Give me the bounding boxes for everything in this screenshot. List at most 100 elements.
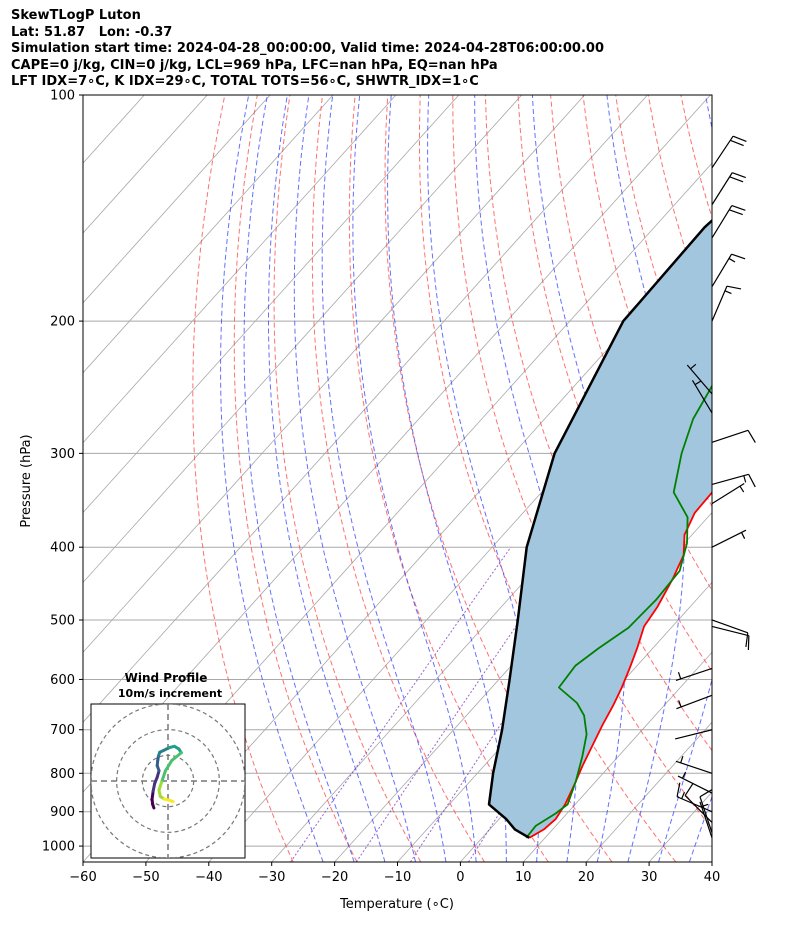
wind-barb-flag [745,632,749,648]
hodograph-segment [170,751,183,762]
wind-barb-shaft [711,482,745,505]
dewpoint-line [525,384,712,839]
wind-barb-half [728,257,736,263]
indices-line: LFT IDX=7∘C, K IDX=29∘C, TOTAL TOTS=56∘C… [11,74,479,90]
wind-barb-half [739,485,745,493]
wind-barb-half [694,380,702,386]
x-tick-label: −30 [258,870,285,885]
isotherm [83,95,522,584]
moist-adiabat [293,95,416,862]
location-line: Lat: 51.87 Lon: -0.37 [11,24,173,40]
moist-adiabat [387,95,507,862]
moist-adiabat [474,95,580,862]
wind-barb-shaft [711,172,733,206]
x-tick-label: 30 [641,870,658,885]
y-tick-label: 400 [50,541,75,556]
wind-barb-shaft [676,694,713,710]
cape-cin-shading [489,220,712,838]
isotherm [83,95,585,653]
x-tick-label: 0 [456,870,464,885]
x-tick-label: 40 [704,870,721,885]
isotherm [83,95,397,444]
wind-barb-half [681,792,685,799]
x-tick-label: −10 [384,870,411,885]
mixing-ratio-line [409,546,620,862]
wind-barb-flag [732,172,746,179]
hodograph-segment [160,769,167,784]
wind-barb-half [678,700,682,708]
isotherm [83,95,208,234]
chart-title: SkewTLogP Luton [11,8,141,23]
y-tick-label: 500 [50,613,75,628]
wind-barbs [674,135,756,839]
x-tick-label: −20 [321,870,348,885]
y-tick-label: 900 [50,805,75,820]
wind-barb-shaft [711,429,749,443]
wind-barb-flag [726,285,742,290]
time-line: Simulation start time: 2024-04-28_00:00:… [11,41,604,57]
wind-barb-flag [729,176,744,183]
moist-adiabat [352,95,477,862]
dry-adiabat [311,95,485,862]
y-tick-label: 600 [50,673,75,688]
wind-barb-flag [676,782,681,797]
moist-adiabat [688,795,712,862]
wind-barb-half [743,475,747,483]
y-tick-label: 700 [50,723,75,738]
isotherm [83,95,648,723]
wind-barb-half [681,771,687,779]
wind-barb-shaft [676,796,713,813]
wind-barb-shaft [711,205,733,239]
y-axis: 1000 900 800 700 600 500 400 300 200 100 [42,89,83,855]
y-tick-label: 200 [50,315,75,330]
x-tick-label: −40 [195,870,222,885]
wind-barb-shaft [674,729,713,740]
wind-barb-flag [732,135,747,142]
parcel-line [487,218,712,839]
wind-barb-shaft [677,775,713,794]
wind-barb-shaft [711,473,749,486]
temperature-line [528,491,712,839]
wind-barb-shaft [711,625,750,637]
wind-barb-half [740,532,746,539]
dry-adiabat [348,95,549,862]
wind-barb-flag [730,139,744,147]
wind-barb-shaft [711,253,733,288]
dry-adiabat [384,95,613,862]
x-axis: −60 −50 −40 −30 −20 −10 0 10 20 30 40 [69,862,720,885]
wind-barb-shaft [675,667,713,681]
x-axis-label: Temperature (∘C) [339,897,454,912]
x-tick-label: 20 [578,870,595,885]
moist-adiabat [321,95,447,862]
wind-barb-flag [699,788,713,798]
hodograph-inset: Wind Profile 10m/s increment [90,671,246,859]
moist-adiabat [268,95,386,862]
moist-adiabat [220,95,324,862]
isotherm [585,721,712,862]
dry-adiabat [233,95,358,862]
x-tick-label: 10 [515,870,532,885]
moist-adiabat [243,95,355,862]
moist-adiabat [427,95,540,862]
wind-barb-shaft [699,796,713,833]
dry-adiabat [746,95,794,862]
hodograph-subtitle: 10m/s increment [118,687,222,700]
wind-barb-shaft [691,380,713,414]
hodograph-segment [163,758,174,773]
isotherm [83,95,271,304]
y-axis-label: Pressure (hPa) [19,434,34,527]
isotherm [145,232,712,862]
wind-barb-shaft [711,285,728,322]
wind-barb-flag [747,429,756,443]
wind-barb-flag [731,204,746,211]
wind-barb-half [677,672,682,680]
wind-barb-flag [729,209,743,216]
hodograph-title: Wind Profile [125,671,208,685]
isotherm [711,861,712,862]
wind-barb-shaft [711,619,748,634]
isotherm [83,95,334,374]
y-tick-label: 300 [50,447,75,462]
y-tick-label: 800 [50,767,75,782]
wind-barb-flag [748,473,756,488]
